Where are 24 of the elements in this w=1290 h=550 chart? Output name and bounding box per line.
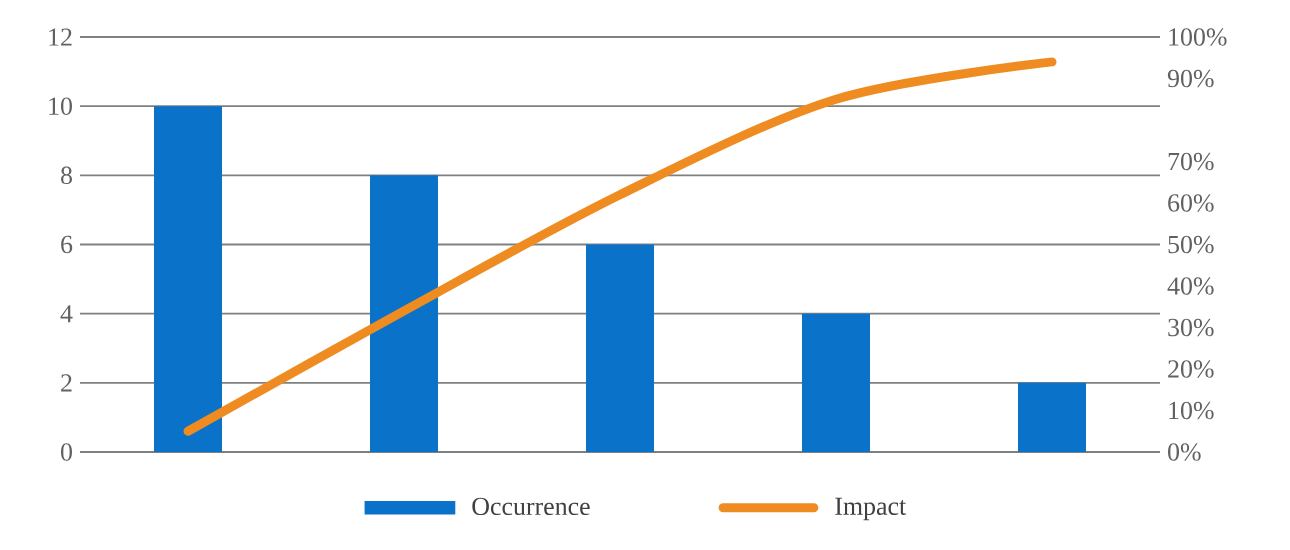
y-tick-label: 0 <box>61 443 72 461</box>
y-tick-label: 8 <box>61 166 72 185</box>
y2-tick-label: 60% <box>1168 194 1214 212</box>
bar <box>802 313 871 452</box>
bar <box>586 244 655 452</box>
y2-tick-label: 70% <box>1168 152 1214 171</box>
y2-tick-label: 50% <box>1168 235 1214 254</box>
y-tick-label: 12 <box>49 28 72 46</box>
y-tick-label: 4 <box>60 305 73 323</box>
y2-tick-label: 10% <box>1169 401 1214 420</box>
y2-tick-label: 90% <box>1167 69 1214 88</box>
y2-tick-label: 40% <box>1167 277 1214 295</box>
legend-label: Impact <box>835 497 907 521</box>
y-tick-label: 6 <box>61 235 73 254</box>
bar <box>370 175 438 452</box>
y-tick-label: 10 <box>49 97 72 115</box>
bar <box>1018 382 1087 452</box>
y2-tick-label: 0% <box>1168 443 1201 461</box>
bar <box>154 106 222 452</box>
y2-tick-label: 100% <box>1169 28 1227 46</box>
legend-label: Occurrence <box>472 497 590 516</box>
y2-tick-label: 30% <box>1168 318 1214 337</box>
y-tick-label: 2 <box>61 374 72 392</box>
y2-tick-label: 20% <box>1168 360 1214 378</box>
